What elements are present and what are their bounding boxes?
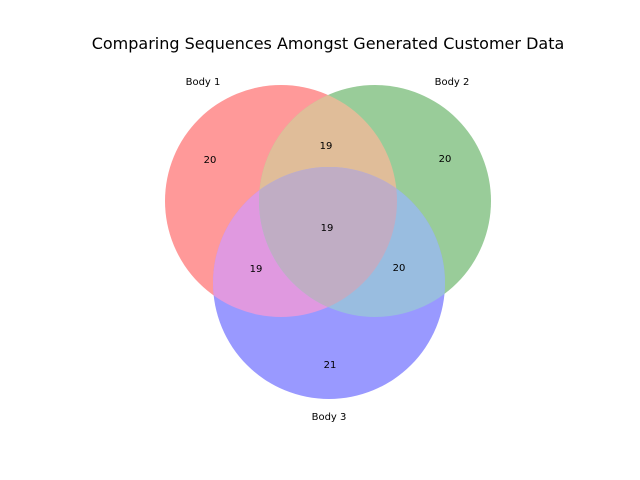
count-only-body-1: 20 [204,155,217,166]
region-all-three [259,167,397,317]
set-label-body-1: Body 1 [186,77,221,88]
count-body-2-and-3: 20 [393,263,406,274]
count-all-three: 19 [321,223,334,234]
count-body-1-and-2: 19 [320,141,333,152]
count-only-body-3: 21 [324,360,337,371]
set-label-body-3: Body 3 [312,412,347,423]
count-only-body-2: 20 [439,154,452,165]
diagram-title: Comparing Sequences Amongst Generated Cu… [92,34,565,53]
set-label-body-2: Body 2 [435,77,470,88]
count-body-1-and-3: 19 [250,264,263,275]
